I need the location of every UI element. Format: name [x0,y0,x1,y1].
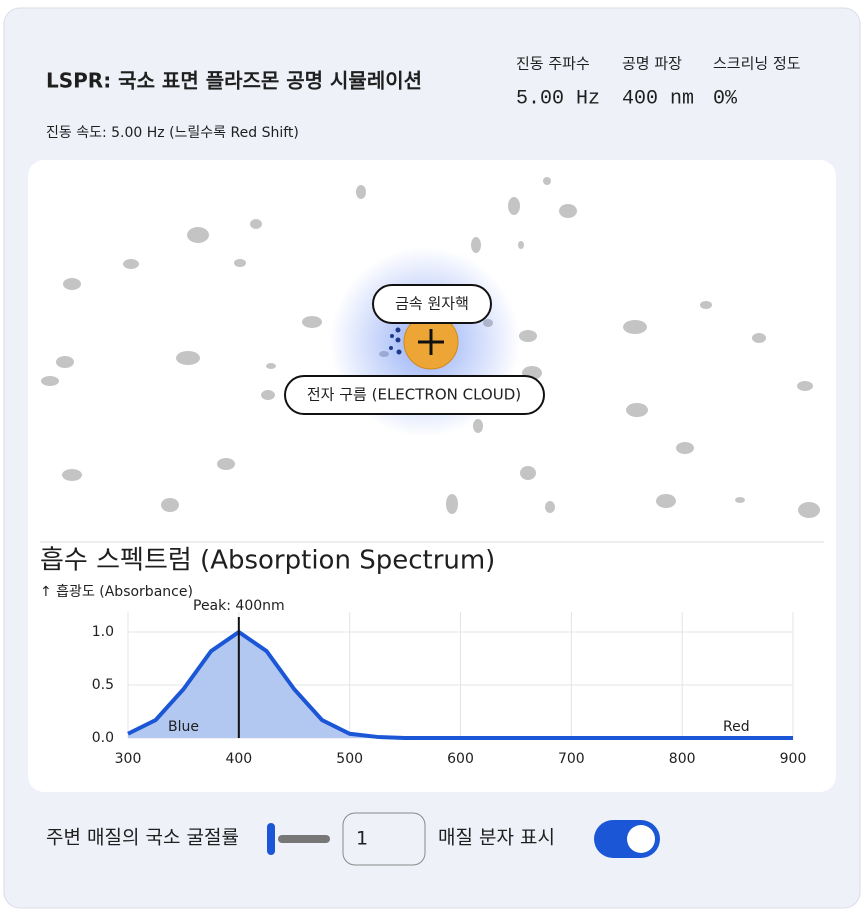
x-tick-label: 300 [115,751,142,767]
molecule [446,494,458,514]
x-tick-label: 500 [336,751,363,767]
stat-label: 스크리닝 정도 [713,55,801,73]
title: LSPR: 국소 표면 플라즈몬 공명 시뮬레이션 [46,69,422,93]
panel [28,160,836,792]
molecule [518,241,524,249]
molecule [508,197,520,215]
label-pill [284,375,545,415]
molecule [176,351,200,365]
stat-label: 진동 주파수 [516,55,590,73]
toggle-label: 매질 분자 표시 [438,827,555,849]
slider-track[interactable] [278,835,330,843]
molecule [161,498,179,512]
y-tick-label: 0.0 [92,730,114,746]
electrons [389,327,402,355]
molecule [56,356,74,368]
plus-icon [418,329,444,355]
molecule [656,494,676,508]
molecule [559,204,577,218]
molecule [123,259,139,269]
x-tick-label: 800 [669,751,696,767]
molecule [302,316,322,328]
molecule [266,363,276,369]
region-label: Blue [168,719,199,735]
input-value: 1 [356,828,368,850]
slider-thumb[interactable] [267,823,275,855]
subtitle: 진동 속도: 5.00 Hz (느릴수록 Red Shift) [46,125,299,141]
control-label: 주변 매질의 국소 굴절률 [46,827,239,849]
molecule [261,390,275,400]
molecule [545,501,555,513]
molecule [543,177,551,185]
y-axis-label: ↑ 흡광도 (Absorbance) [40,584,193,600]
molecule [700,301,712,309]
x-tick-label: 600 [447,751,474,767]
stat-value: 0% [713,87,738,110]
molecule [676,442,694,454]
molecule [626,403,648,417]
molecule [798,502,820,518]
annotation: Peak: 400nm [193,598,285,614]
molecule [41,376,59,386]
molecule [471,237,481,253]
x-tick-label: 700 [558,751,585,767]
nucleus-label: 금속 원자핵 [395,295,469,313]
molecules [41,177,820,518]
molecule [519,330,537,342]
molecule [623,320,647,334]
toggle-knob [627,825,655,853]
number-input[interactable] [342,812,426,866]
molecule [356,185,366,199]
molecule [735,497,745,503]
chart: 300 400 500 600 700 800 900 0.0 0.5 1.0 Peak: 400n… [92,598,807,767]
molecule [62,469,82,481]
y-tick-label: 1.0 [92,624,114,640]
molecule [187,227,209,243]
molecule [473,419,483,433]
molecule [217,458,235,470]
x-tick-label: 400 [225,751,252,767]
stat-value: 400 nm [622,87,694,110]
chart-title: 흡수 스펙트럼 (Absorption Spectrum) [40,546,495,576]
molecule [63,278,81,290]
molecule [752,333,766,343]
y-tick-label: 0.5 [92,677,114,693]
stat-value: 5.00 Hz [516,87,600,110]
molecule [250,219,262,229]
molecule [234,259,246,267]
label-pill [372,284,492,324]
area [128,632,793,738]
stat-label: 공명 파장 [622,55,682,73]
cloud-label: 전자 구름 (ELECTRON CLOUD) [307,386,521,404]
region-label: Red [723,719,750,735]
molecule [797,381,813,391]
x-tick-label: 900 [780,751,807,767]
molecule [520,466,536,480]
